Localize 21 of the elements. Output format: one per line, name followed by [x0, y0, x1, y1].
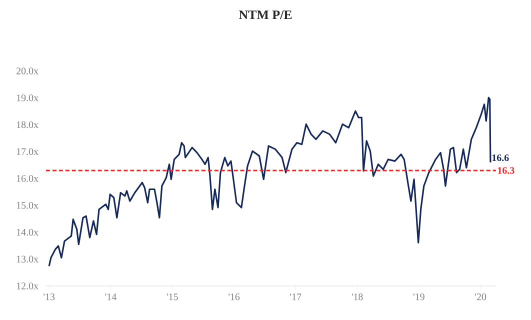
- x-tick-label: '15: [166, 294, 178, 300]
- y-tick-label: 15.0x: [16, 202, 38, 209]
- y-tick-label: 16.0x: [16, 175, 38, 182]
- x-tick-label: '19: [413, 294, 424, 300]
- x-tick-label: '17: [290, 294, 302, 300]
- chart-title: NTM P/E: [238, 10, 292, 20]
- line-series: [48, 96, 492, 267]
- y-tick-label: 20.0x: [16, 68, 38, 74]
- x-tick-label: '18: [352, 294, 363, 300]
- y-tick-label: 17.0x: [16, 148, 38, 156]
- y-tick-label: 12.0x: [16, 282, 38, 290]
- y-tick-label: 13.0x: [16, 256, 38, 263]
- x-tick-label: '20: [475, 294, 486, 300]
- x-tick-label: '14: [105, 294, 116, 300]
- y-tick-label: 19.0x: [16, 94, 38, 102]
- y-tick-label: 14.0x: [16, 228, 38, 236]
- x-tick-label: '13: [44, 294, 55, 300]
- annotation: 16.6: [492, 154, 509, 162]
- x-tick-label: '16: [228, 294, 240, 300]
- y-tick-label: 18.0x: [16, 121, 38, 128]
- ref-line-label: 16.3: [498, 167, 514, 174]
